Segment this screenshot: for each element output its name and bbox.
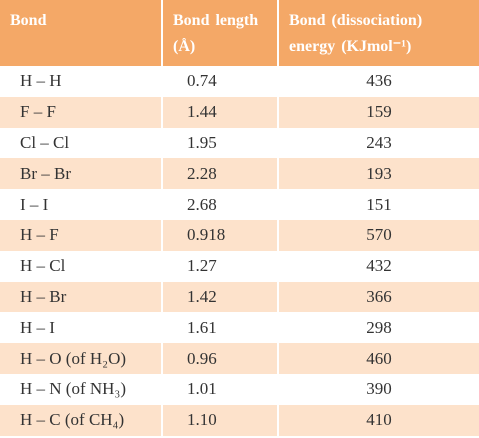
table-cell: 1.61	[161, 312, 278, 344]
table-body: H – H 0.74 436 F – F 1.44 159 Cl – Cl 1.95 243 Br…	[0, 66, 479, 436]
table-header: Bond Bond length (Å) Bond (dissociation) e…	[0, 0, 479, 66]
table-cell: 1.01	[161, 373, 278, 405]
table-cell: 243	[277, 127, 479, 159]
table-cell: 432	[277, 250, 479, 282]
table-row: H – Cl 1.27 432	[0, 250, 479, 282]
table-cell: 366	[277, 281, 479, 313]
header-cell: Bond	[0, 0, 162, 66]
table-row: H – N (of NH₃) 1.01 390	[0, 373, 479, 405]
table-cell: 1.10	[161, 404, 278, 436]
header-row: Bond Bond length (Å) Bond (dissociation) e…	[0, 0, 479, 66]
table-row: H – O (of H₂O) 0.96 460	[0, 343, 479, 374]
table-row: H – F 0.918 570	[0, 219, 479, 251]
table-cell: 460	[277, 343, 479, 374]
table-row: H – I 1.61 298	[0, 312, 479, 344]
table-cell: H – Br	[0, 281, 162, 313]
table-cell: H – Cl	[0, 250, 162, 282]
table-cell: H – N (of NH₃)	[0, 373, 162, 405]
table-cell: F – F	[0, 96, 162, 128]
table-cell: 2.68	[161, 189, 278, 220]
table-row: F – F 1.44 159	[0, 96, 479, 128]
table-row: Cl – Cl 1.95 243	[0, 127, 479, 159]
table-cell: 390	[277, 373, 479, 405]
table-row: I – I 2.68 151	[0, 189, 479, 220]
table-cell: 436	[277, 66, 479, 97]
table-cell: H – H	[0, 66, 162, 97]
table-row: H – C (of CH₄) 1.10 410	[0, 404, 479, 436]
table-cell: 1.95	[161, 127, 278, 159]
table-cell: 570	[277, 219, 479, 251]
table-cell: 151	[277, 189, 479, 220]
table-cell: H – O (of H₂O)	[0, 343, 162, 374]
table-cell: 1.44	[161, 96, 278, 128]
table-cell: H – I	[0, 312, 162, 344]
table-cell: Cl – Cl	[0, 127, 162, 159]
header-cell: Bond (dissociation) energy (KJmol⁻¹)	[277, 0, 479, 66]
table-cell: 1.42	[161, 281, 278, 313]
table-cell: 1.27	[161, 250, 278, 282]
table-cell: 159	[277, 96, 479, 128]
table-cell: 298	[277, 312, 479, 344]
table-cell: 2.28	[161, 158, 278, 190]
table-row: Br – Br 2.28 193	[0, 158, 479, 190]
table-cell: 0.918	[161, 219, 278, 251]
table-cell: 410	[277, 404, 479, 436]
table-row: H – Br 1.42 366	[0, 281, 479, 313]
header-cell: Bond length (Å)	[161, 0, 278, 66]
table-cell: Br – Br	[0, 158, 162, 190]
table-cell: I – I	[0, 189, 162, 220]
table-cell: 0.74	[161, 66, 278, 97]
table-cell: H – F	[0, 219, 162, 251]
table-cell: H – C (of CH₄)	[0, 404, 162, 436]
table-cell: 0.96	[161, 343, 278, 374]
table-row: H – H 0.74 436	[0, 66, 479, 97]
table-cell: 193	[277, 158, 479, 190]
